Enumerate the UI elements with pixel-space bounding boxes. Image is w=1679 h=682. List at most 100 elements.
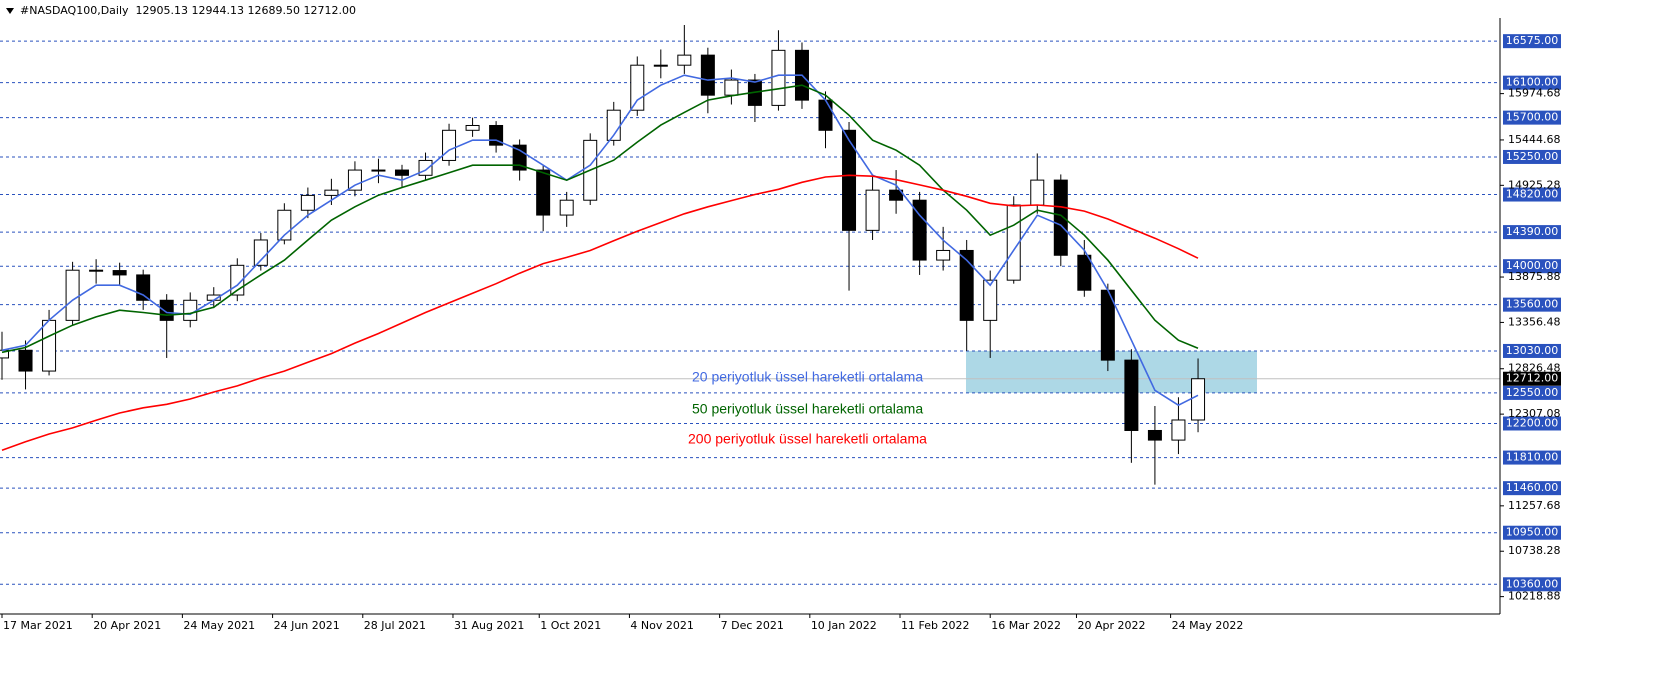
candle-body (136, 274, 151, 301)
y-tick-label: 13356.48 (1508, 315, 1561, 328)
level-label-box (1503, 343, 1561, 358)
price-label: 12712.00 (1506, 372, 1559, 385)
grid-layer (0, 40, 1500, 585)
x-tick-label: 1 Oct 2021 (540, 619, 601, 632)
candle-body (1171, 419, 1186, 441)
price-box (1503, 371, 1561, 386)
candle-body (418, 159, 433, 176)
level-label-box (1503, 385, 1561, 400)
candle-body (112, 270, 127, 276)
x-tick-label: 10 Jan 2022 (811, 619, 877, 632)
level-label-box (1503, 297, 1561, 312)
candle-body (300, 194, 315, 211)
menu-arrow[interactable] (6, 8, 14, 14)
axis-layer: 16575.00 16100.00 15700.00 15250.00 14820.00… (1, 34, 1561, 632)
candle-body (18, 349, 33, 372)
candle-body (347, 169, 362, 191)
candle-body (700, 54, 715, 96)
ma-line (1, 174, 1199, 451)
level-label-box (1503, 525, 1561, 540)
candle-body (1147, 429, 1162, 441)
chart-title: #NASDAQ100,Daily 12905.13 12944.13 12689… (20, 4, 356, 17)
y-tick-label: 10218.88 (1508, 590, 1561, 603)
candle-body (889, 189, 904, 201)
level-label: 13560.00 (1506, 298, 1559, 311)
level-label-box (1503, 259, 1561, 274)
x-tick-label: 24 Jun 2021 (274, 619, 340, 632)
x-tick-label: 11 Feb 2022 (901, 619, 969, 632)
x-tick-label: 7 Dec 2021 (721, 619, 784, 632)
y-tick-label: 11257.68 (1508, 499, 1561, 512)
candle-body (442, 129, 457, 161)
x-tick-label: 4 Nov 2021 (630, 619, 693, 632)
y-tick-label: 10738.28 (1508, 544, 1561, 557)
y-tick-label: 12826.48 (1508, 362, 1561, 375)
level-label: 16100.00 (1506, 76, 1559, 89)
candle-body (159, 299, 174, 321)
x-tick-label: 20 Apr 2022 (1077, 619, 1145, 632)
candle-body (842, 129, 857, 231)
candle-body (912, 199, 927, 261)
x-tick-label: 17 Mar 2021 (3, 619, 73, 632)
level-label-box (1503, 149, 1561, 164)
level-label: 10360.00 (1506, 577, 1559, 590)
level-label-box (1503, 75, 1561, 90)
candle-body (324, 189, 339, 196)
ma-line (1, 84, 1199, 354)
candle-body (653, 64, 668, 67)
candle-body (818, 99, 833, 131)
level-label-box (1503, 187, 1561, 202)
level-label: 12550.00 (1506, 386, 1559, 399)
candle-body (936, 249, 951, 261)
level-label-box (1503, 481, 1561, 496)
ma-line (1, 74, 1199, 407)
ma-layer (1, 74, 1199, 451)
candle-layer (0, 24, 1206, 485)
level-label: 14820.00 (1506, 188, 1559, 201)
level-label: 11460.00 (1506, 481, 1559, 494)
candle-body (253, 239, 268, 266)
candle-body (1053, 179, 1068, 256)
candle-body (771, 49, 786, 106)
candle-body (1030, 179, 1045, 206)
candle-body (865, 189, 880, 231)
candle-body (630, 64, 645, 111)
candle-body (1077, 254, 1092, 291)
x-tick-label: 24 May 2022 (1172, 619, 1244, 632)
candle-body (559, 199, 574, 216)
candle-body (536, 169, 551, 216)
level-label-box (1503, 225, 1561, 240)
level-label-box (1503, 450, 1561, 465)
legend-label: 200 periyotluk üssel hareketli ortalama (688, 431, 927, 447)
candle-body (42, 319, 57, 372)
y-tick-label: 14925.28 (1508, 178, 1561, 191)
candle-body (1191, 378, 1206, 421)
candle-body (371, 169, 386, 172)
x-tick-label: 31 Aug 2021 (454, 619, 524, 632)
candle-body (724, 79, 739, 96)
level-label-box (1503, 416, 1561, 431)
level-label-box (1503, 577, 1561, 592)
candle-body (465, 124, 480, 131)
x-tick-label: 24 May 2021 (183, 619, 255, 632)
level-label: 15250.00 (1506, 150, 1559, 163)
y-tick-label: 15444.68 (1508, 133, 1561, 146)
x-tick-label: 28 Jul 2021 (364, 619, 426, 632)
legend-label: 50 periyotluk üssel hareketli ortalama (692, 401, 923, 417)
level-label: 14390.00 (1506, 225, 1559, 238)
y-tick-label: 12307.08 (1508, 407, 1561, 420)
y-tick-label: 15974.68 (1508, 87, 1561, 100)
candle-body (89, 269, 104, 272)
level-label: 13030.00 (1506, 344, 1559, 357)
level-label: 15700.00 (1506, 111, 1559, 124)
candle-body (959, 249, 974, 321)
x-tick-label: 20 Apr 2021 (93, 619, 161, 632)
level-label: 12200.00 (1506, 416, 1559, 429)
level-label-box (1503, 110, 1561, 125)
level-label-box (1503, 34, 1561, 49)
legend-label: 20 periyotluk üssel hareketli ortalama (692, 369, 923, 385)
candle-body (65, 269, 80, 321)
level-label: 14000.00 (1506, 259, 1559, 272)
candle-body (677, 54, 692, 66)
